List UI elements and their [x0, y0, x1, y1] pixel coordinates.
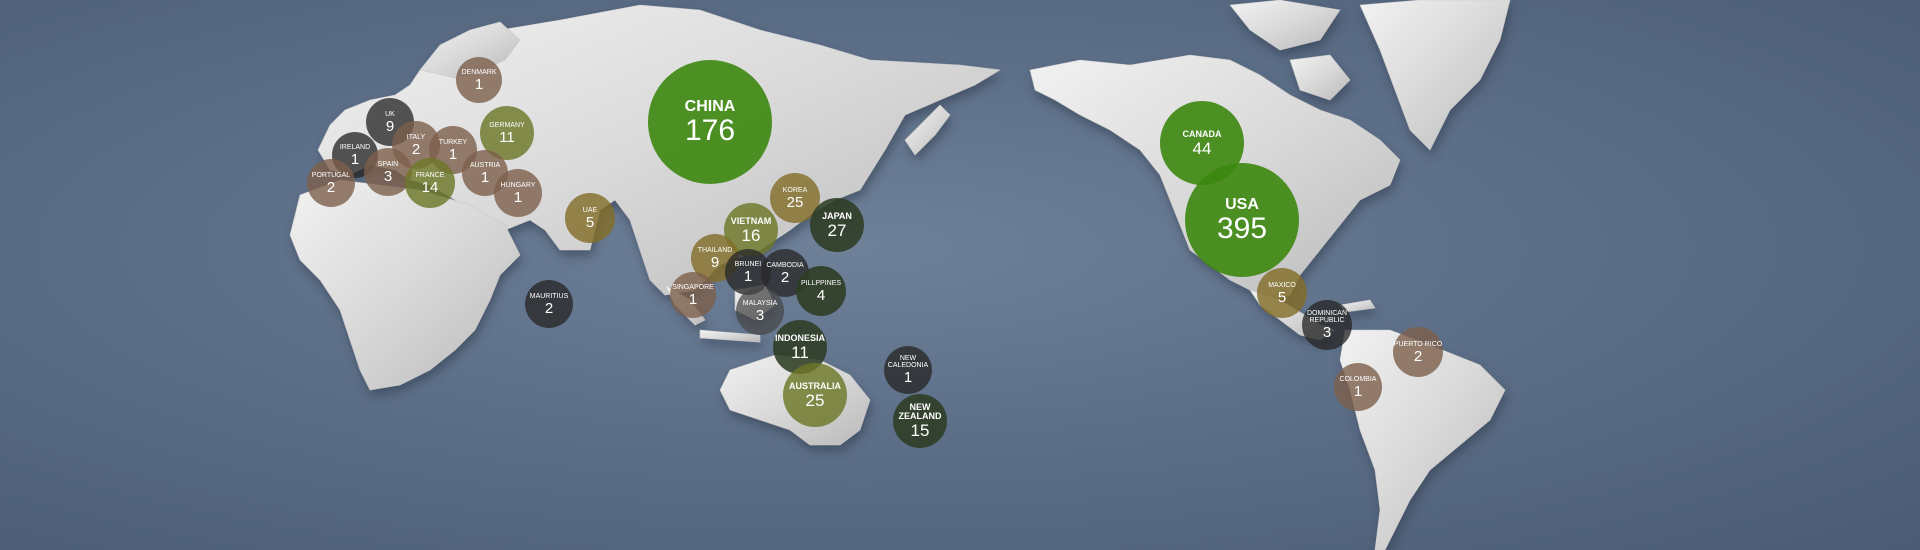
country-marker-philippines[interactable]: PILLPPINES 4	[796, 266, 846, 316]
country-name: IRELAND	[339, 143, 371, 151]
country-name: NEW ZEALAND	[898, 402, 942, 421]
country-marker-maxico[interactable]: MAXICO 5	[1257, 268, 1307, 318]
country-count: 11	[791, 342, 809, 362]
country-marker-hungary[interactable]: HUNGARY 1	[494, 169, 542, 217]
country-count: 15	[910, 421, 930, 440]
country-count: 4	[816, 286, 826, 304]
java-island	[699, 329, 761, 343]
country-name: HUNGARY	[500, 181, 536, 189]
country-name: MALAYSIA	[742, 299, 778, 307]
country-marker-uae[interactable]: UAE 5	[565, 193, 615, 243]
country-name: AUSTRIA	[469, 161, 501, 169]
japan-island	[904, 104, 951, 156]
country-name: PORTUGAL	[311, 171, 351, 179]
country-marker-new-zealand[interactable]: NEW ZEALAND 15	[893, 394, 947, 448]
country-marker-china[interactable]: CHINA 176	[648, 60, 772, 184]
country-count: 3	[755, 306, 765, 324]
country-marker-spain[interactable]: SPAIN 3	[364, 148, 412, 196]
country-count: 2	[411, 140, 421, 158]
country-name: GERMANY	[489, 121, 525, 129]
country-marker-colombia[interactable]: COLOMBIA 1	[1334, 363, 1382, 411]
country-name: KOREA	[782, 186, 808, 194]
country-count: 16	[741, 225, 761, 245]
country-count: 5	[1277, 288, 1287, 306]
country-marker-denmark[interactable]: DENMARK 1	[456, 57, 502, 103]
country-name: DOMINICAN REPUBLIC	[1306, 310, 1348, 324]
country-count: 1	[1353, 382, 1363, 400]
country-name: CANADA	[1182, 128, 1222, 139]
country-name: USA	[1225, 195, 1259, 213]
country-count: 1	[448, 145, 458, 163]
country-count: 2	[780, 268, 790, 286]
country-name: INDONESIA	[774, 332, 825, 343]
greenland-landmass	[1359, 0, 1511, 151]
country-count: 3	[383, 167, 393, 185]
arctic-islands	[1229, 0, 1341, 51]
country-count: 14	[421, 178, 439, 196]
country-name: TURKEY	[438, 138, 468, 146]
country-name: AUSTRALIA	[789, 380, 841, 391]
country-count: 1	[350, 150, 360, 168]
country-count: 1	[903, 369, 913, 386]
country-marker-korea[interactable]: KOREA 25	[770, 173, 820, 223]
country-name: SINGAPORE	[672, 283, 714, 291]
country-count: 1	[743, 267, 753, 285]
country-marker-mauritius[interactable]: MAURITIUS 2	[525, 280, 573, 328]
country-count: 1	[474, 75, 484, 93]
country-name: UAE	[582, 206, 598, 214]
country-marker-puerto-rico[interactable]: PUERTO RICO 2	[1393, 327, 1443, 377]
country-name: BRUNEI	[734, 260, 762, 268]
country-count: 1	[688, 290, 698, 308]
country-count: 11	[499, 128, 515, 146]
country-name: MAXICO	[1268, 281, 1296, 289]
country-marker-france[interactable]: FRANCE 14	[405, 158, 455, 208]
country-count: 2	[1413, 347, 1423, 365]
country-count: 395	[1216, 211, 1268, 245]
country-count: 3	[1322, 324, 1332, 341]
country-name: THAILAND	[697, 246, 733, 254]
country-name: MAURITIUS	[529, 292, 569, 300]
country-count: 176	[684, 113, 736, 147]
country-name: SPAIN	[377, 160, 399, 168]
country-name: UK	[385, 110, 395, 118]
country-count: 5	[585, 213, 595, 231]
country-name: PUERTO RICO	[1393, 340, 1443, 348]
country-name: DENMARK	[461, 68, 497, 76]
country-count: 2	[544, 299, 554, 317]
arctic-island-2	[1289, 54, 1351, 101]
country-marker-australia[interactable]: AUSTRALIA 25	[783, 363, 847, 427]
country-count: 9	[385, 117, 395, 135]
country-name: NEW CALEDONIA	[887, 355, 929, 369]
country-marker-singapore[interactable]: SINGAPORE 1	[670, 272, 716, 318]
country-marker-new-caledonia[interactable]: NEW CALEDONIA 1	[884, 346, 932, 394]
country-name: FRANCE	[415, 171, 445, 179]
country-name: COLOMBIA	[1339, 375, 1377, 383]
country-name: ITALY	[406, 133, 426, 141]
country-count: 27	[827, 220, 847, 240]
country-marker-japan[interactable]: JAPAN 27	[810, 198, 864, 252]
country-count: 1	[513, 188, 523, 206]
country-name: CAMBODIA	[766, 261, 804, 269]
country-count: 9	[710, 253, 720, 271]
country-count: 25	[805, 390, 825, 410]
country-count: 25	[786, 193, 804, 211]
country-name: JAPAN	[822, 210, 852, 221]
country-marker-vietnam[interactable]: VIETNAM 16	[724, 203, 778, 257]
country-count: 2	[326, 178, 336, 196]
country-marker-dominican-republic[interactable]: DOMINICAN REPUBLIC 3	[1302, 300, 1352, 350]
country-count: 1	[480, 168, 490, 186]
country-name: PILLPPINES	[800, 279, 842, 287]
country-name: CHINA	[684, 97, 736, 115]
country-marker-malaysia[interactable]: MALAYSIA 3	[736, 287, 784, 335]
country-marker-indonesia[interactable]: INDONESIA 11	[773, 320, 827, 374]
country-name: VIETNAM	[730, 215, 772, 226]
country-marker-portugal[interactable]: PORTUGAL 2	[307, 159, 355, 207]
country-count: 44	[1192, 138, 1212, 158]
country-marker-canada[interactable]: CANADA 44	[1160, 101, 1244, 185]
